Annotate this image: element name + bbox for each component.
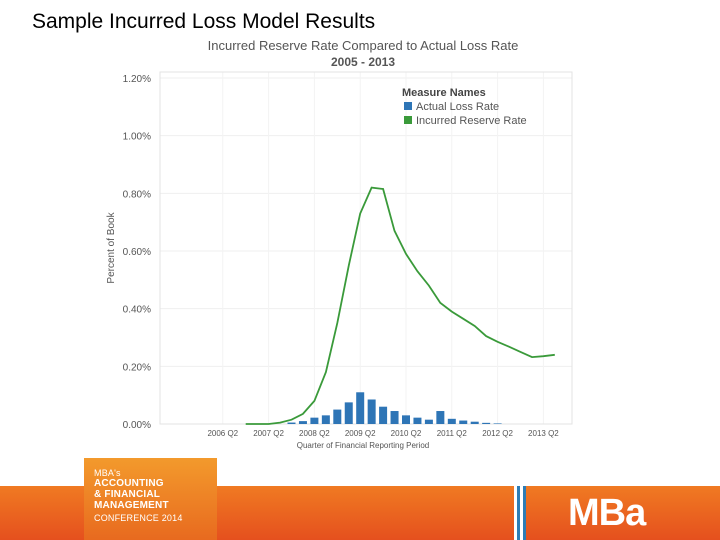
bar-actual-loss-rate [424, 419, 433, 424]
footer-stripes [514, 486, 526, 540]
bar-actual-loss-rate [390, 411, 399, 424]
x-tick-label: 2007 Q2 [253, 429, 284, 438]
y-tick-label: 0.00% [123, 420, 151, 431]
y-tick-label: 0.80% [123, 189, 151, 200]
chart-plot-border [159, 71, 573, 425]
bar-actual-loss-rate [447, 418, 456, 424]
x-tick-label: 2012 Q2 [482, 429, 513, 438]
bar-series [287, 392, 502, 424]
x-tick-label: 2008 Q2 [299, 429, 330, 438]
bar-actual-loss-rate [344, 402, 353, 424]
line-series-incurred-reserve-rate [245, 186, 555, 425]
y-tick-label: 0.60% [123, 247, 151, 258]
x-tick-label: 2010 Q2 [391, 429, 422, 438]
bar-actual-loss-rate [436, 411, 445, 424]
y-tick-label: 0.20% [123, 362, 151, 373]
y-tick-label: 1.00% [123, 132, 151, 143]
bar-actual-loss-rate [298, 421, 307, 424]
bar-actual-loss-rate [333, 409, 342, 424]
bar-actual-loss-rate [367, 399, 376, 424]
chart-title: Incurred Reserve Rate Compared to Actual… [208, 38, 519, 53]
bar-actual-loss-rate [287, 422, 296, 424]
x-tick-label: 2009 Q2 [345, 429, 376, 438]
chart: Incurred Reserve Rate Compared to Actual… [106, 38, 573, 450]
y-tick-label: 1.20% [123, 74, 151, 85]
conference-line-1: MBA's [94, 468, 121, 478]
conference-line-4: MANAGEMENT [94, 500, 169, 511]
legend-swatch-incurred-reserve-rate [404, 116, 412, 124]
legend-label-incurred-reserve-rate: Incurred Reserve Rate [416, 115, 527, 127]
conference-line-3: & FINANCIAL [94, 489, 161, 500]
bar-actual-loss-rate [402, 415, 410, 424]
legend: Measure Names Actual Loss Rate Incurred … [402, 87, 527, 127]
bar-actual-loss-rate [321, 415, 330, 424]
bar-actual-loss-rate [310, 417, 319, 424]
legend-swatch-actual-loss-rate [404, 102, 412, 110]
x-axis-label: Quarter of Financial Reporting Period [297, 441, 430, 450]
x-tick-labels: 2006 Q2 2007 Q2 2008 Q2 2009 Q2 2010 Q2 2011 … [207, 429, 559, 438]
bar-actual-loss-rate [482, 422, 491, 424]
conference-logo: MBA's ACCOUNTING & FINANCIAL MANAGEMENT … [84, 458, 217, 540]
y-axis-label: Percent of Book [106, 211, 117, 283]
legend-label-actual-loss-rate: Actual Loss Rate [416, 101, 499, 113]
y-tick-label: 0.40% [123, 305, 151, 316]
slide-title: Sample Incurred Loss Model Results [32, 10, 376, 33]
chart-grid [160, 72, 572, 425]
bar-actual-loss-rate [413, 417, 422, 424]
bar-actual-loss-rate [493, 423, 502, 424]
bar-actual-loss-rate [379, 406, 388, 424]
conference-line-5: CONFERENCE 2014 [94, 513, 183, 523]
bar-actual-loss-rate [356, 392, 365, 424]
conference-line-2: ACCOUNTING [94, 478, 164, 489]
legend-title: Measure Names [402, 87, 486, 99]
bar-actual-loss-rate [470, 421, 479, 424]
bar-actual-loss-rate [459, 420, 468, 424]
y-tick-labels: 0.00% 0.20% 0.40% 0.60% 0.80% 1.00% 1.20% [123, 74, 151, 431]
x-tick-label: 2006 Q2 [207, 429, 238, 438]
mba-logo: MBa [568, 492, 646, 534]
x-tick-label: 2013 Q2 [528, 429, 559, 438]
x-tick-label: 2011 Q2 [437, 429, 468, 438]
chart-subtitle: 2005 - 2013 [331, 55, 395, 69]
